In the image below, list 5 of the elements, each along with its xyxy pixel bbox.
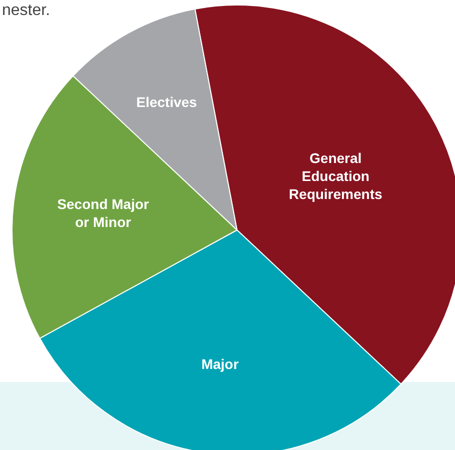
slice-label: Second Major or Minor [57, 196, 150, 230]
slice-label: Major [201, 356, 240, 372]
text: nester. [2, 2, 50, 19]
slice-label: Electives [136, 94, 198, 110]
slice-label: General Education Requirements [288, 150, 383, 202]
